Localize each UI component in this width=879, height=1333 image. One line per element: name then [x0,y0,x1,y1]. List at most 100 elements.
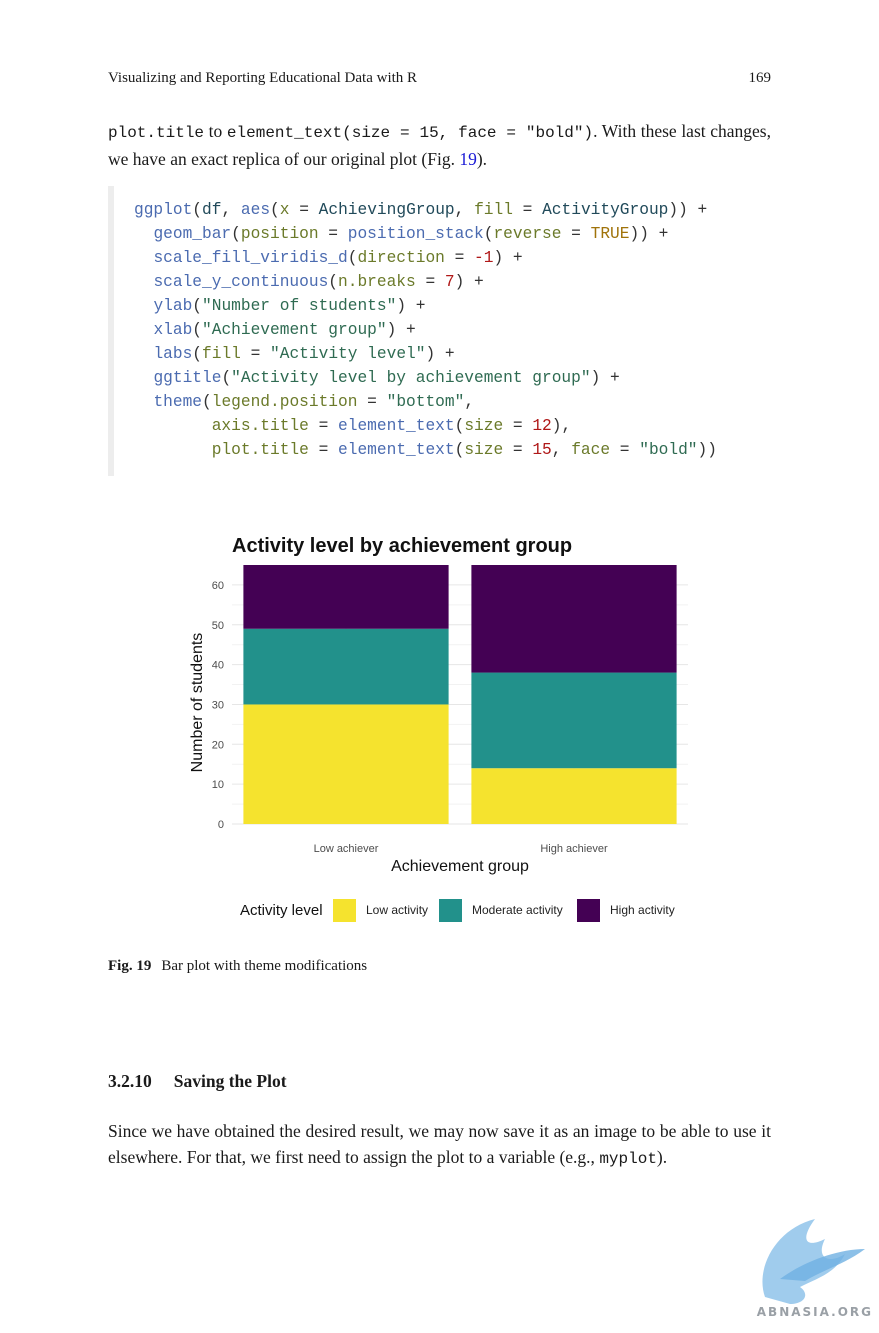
code-token: "bold" [639,441,698,459]
code-token: ) + [425,345,455,363]
y-axis-title: Number of students [189,633,206,773]
code-token: reverse [493,225,562,243]
code-token: )) + [629,225,669,243]
code-line: axis.title = element_text(size = 12), [134,414,771,438]
body-paragraph: Since we have obtained the desired resul… [108,1118,771,1172]
code-token: df [202,201,222,219]
code-token: element_text [338,417,455,435]
code-token: "Activity level by achievement group" [231,369,591,387]
code-token [134,393,153,411]
code-line: geom_bar(position = position_stack(rever… [134,222,771,246]
code-token [134,417,212,435]
code-token: ), [551,417,572,435]
code-token: scale_fill_viridis_d [153,249,348,267]
code-line: ggtitle("Activity level by achievement g… [134,366,771,390]
y-tick-label: 50 [212,620,224,632]
code-token: ( [192,297,203,315]
code-token: ( [347,249,358,267]
y-tick-label: 10 [212,779,224,791]
caption-text: Bar plot with theme modifications [161,958,368,974]
text-span: to [204,121,227,141]
code-token: face [571,441,611,459]
legend-label: High activity [610,903,675,917]
code-token: ( [270,201,280,219]
text-span: Since we have obtained the desired resul… [108,1121,771,1167]
code-line: plot.title = element_text(size = 15, fac… [134,438,771,462]
code-token: theme [153,393,203,411]
code-token: = [561,225,591,243]
code-token [134,249,153,267]
code-token: plot.title [211,441,309,459]
figure-reference-link[interactable]: 19 [459,149,477,169]
code-token: 7 [444,273,455,291]
text-span: ). [656,1147,668,1167]
code-line: xlab("Achievement group") + [134,318,771,342]
bar-segment [471,768,677,824]
running-header: Visualizing and Reporting Educational Da… [108,70,771,92]
code-token: , [221,201,241,219]
code-token: ( [231,225,241,243]
inline-code: element_text(size = 15, face = "bold") [226,124,594,142]
watermark-text: ABNASIA.ORG [756,1305,873,1319]
code-token: ) + [396,297,426,315]
bar-segment [243,628,449,705]
legend-title: Activity level [240,902,323,919]
inline-code: myplot [599,1150,657,1168]
code-token: ( [454,441,465,459]
code-token: "bottom" [386,393,465,411]
x-tick-label: Low achiever [314,843,379,855]
x-tick-label: High achiever [540,843,608,855]
figure-caption: Fig. 19 Bar plot with theme modifications [108,958,367,975]
code-token: ggtitle [153,369,222,387]
code-token: 15 [532,441,552,459]
section-heading: 3.2.10 Saving the Plot [108,1071,287,1092]
legend-key [577,899,600,922]
legend-label: Moderate activity [472,903,563,917]
legend-key [439,899,462,922]
bar-segment [471,672,677,769]
caption-label: Fig. 19 [108,958,152,974]
code-token: -1 [474,249,494,267]
code-token: = [289,201,319,219]
y-tick-label: 20 [212,739,224,751]
code-token: size [464,417,504,435]
code-token: aes [240,201,271,219]
code-token: ) + [590,369,620,387]
code-token: ( [202,393,212,411]
code-line: theme(legend.position = "bottom", [134,390,771,414]
code-token [134,297,153,315]
code-token: = [357,393,387,411]
code-line: labs(fill = "Activity level") + [134,342,771,366]
section-title: Saving the Plot [173,1071,287,1091]
code-token: , [454,201,475,219]
code-token: AchievingGroup [318,201,455,219]
code-token: ) + [454,273,484,291]
code-token: ( [483,225,494,243]
code-token: = [503,417,533,435]
y-tick-label: 40 [212,660,224,672]
code-line: scale_y_continuous(n.breaks = 7) + [134,270,771,294]
code-token [134,369,153,387]
code-token: labs [153,345,193,363]
code-token: , [464,393,475,411]
code-token: ) + [493,249,523,267]
chart-title: Activity level by achievement group [232,535,572,557]
code-token: x [279,201,290,219]
code-token: )) + [668,201,708,219]
code-token: n.breaks [338,273,416,291]
code-token: ggplot [134,201,193,219]
code-token: ( [221,369,232,387]
code-token [134,321,153,339]
code-token [134,345,153,363]
code-token: = [503,441,533,459]
bar-chart: Activity level by achievement group 0 10 20… [189,535,688,922]
code-token: TRUE [590,225,630,243]
code-token: , [551,441,572,459]
code-token [134,273,153,291]
code-token: size [464,441,504,459]
intro-paragraph: plot.title to element_text(size = 15, fa… [108,118,771,172]
code-token: = [318,225,348,243]
code-token: = [308,417,339,435]
code-token: element_text [338,441,455,459]
running-title: Visualizing and Reporting Educational Da… [108,70,418,86]
